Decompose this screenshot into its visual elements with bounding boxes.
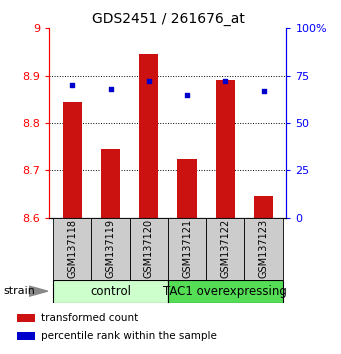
FancyBboxPatch shape xyxy=(168,218,206,280)
Point xyxy=(146,79,151,84)
FancyBboxPatch shape xyxy=(53,218,91,280)
FancyBboxPatch shape xyxy=(168,280,283,303)
Bar xyxy=(101,149,120,218)
Text: strain: strain xyxy=(3,286,35,296)
Bar xyxy=(254,196,273,218)
Bar xyxy=(17,314,35,322)
FancyBboxPatch shape xyxy=(130,218,168,280)
Text: GSM137121: GSM137121 xyxy=(182,219,192,278)
Point xyxy=(184,92,190,97)
Text: GSM137122: GSM137122 xyxy=(220,219,230,278)
Text: control: control xyxy=(90,285,131,298)
Point xyxy=(261,88,266,94)
Text: TAC1 overexpressing: TAC1 overexpressing xyxy=(163,285,287,298)
Text: GSM137123: GSM137123 xyxy=(258,219,268,278)
Text: GSM137120: GSM137120 xyxy=(144,219,154,278)
FancyBboxPatch shape xyxy=(206,218,244,280)
Title: GDS2451 / 261676_at: GDS2451 / 261676_at xyxy=(91,12,244,26)
Point xyxy=(70,82,75,88)
Polygon shape xyxy=(29,286,48,296)
Bar xyxy=(139,55,158,218)
FancyBboxPatch shape xyxy=(91,218,130,280)
Bar xyxy=(178,159,197,218)
FancyBboxPatch shape xyxy=(244,218,283,280)
Bar xyxy=(216,80,235,218)
Text: transformed count: transformed count xyxy=(41,313,138,323)
Bar xyxy=(17,332,35,340)
FancyBboxPatch shape xyxy=(53,280,168,303)
Bar xyxy=(63,102,82,218)
Text: percentile rank within the sample: percentile rank within the sample xyxy=(41,331,217,341)
Point xyxy=(223,79,228,84)
Point xyxy=(108,86,113,92)
Text: GSM137118: GSM137118 xyxy=(68,219,77,278)
Text: GSM137119: GSM137119 xyxy=(106,219,116,278)
